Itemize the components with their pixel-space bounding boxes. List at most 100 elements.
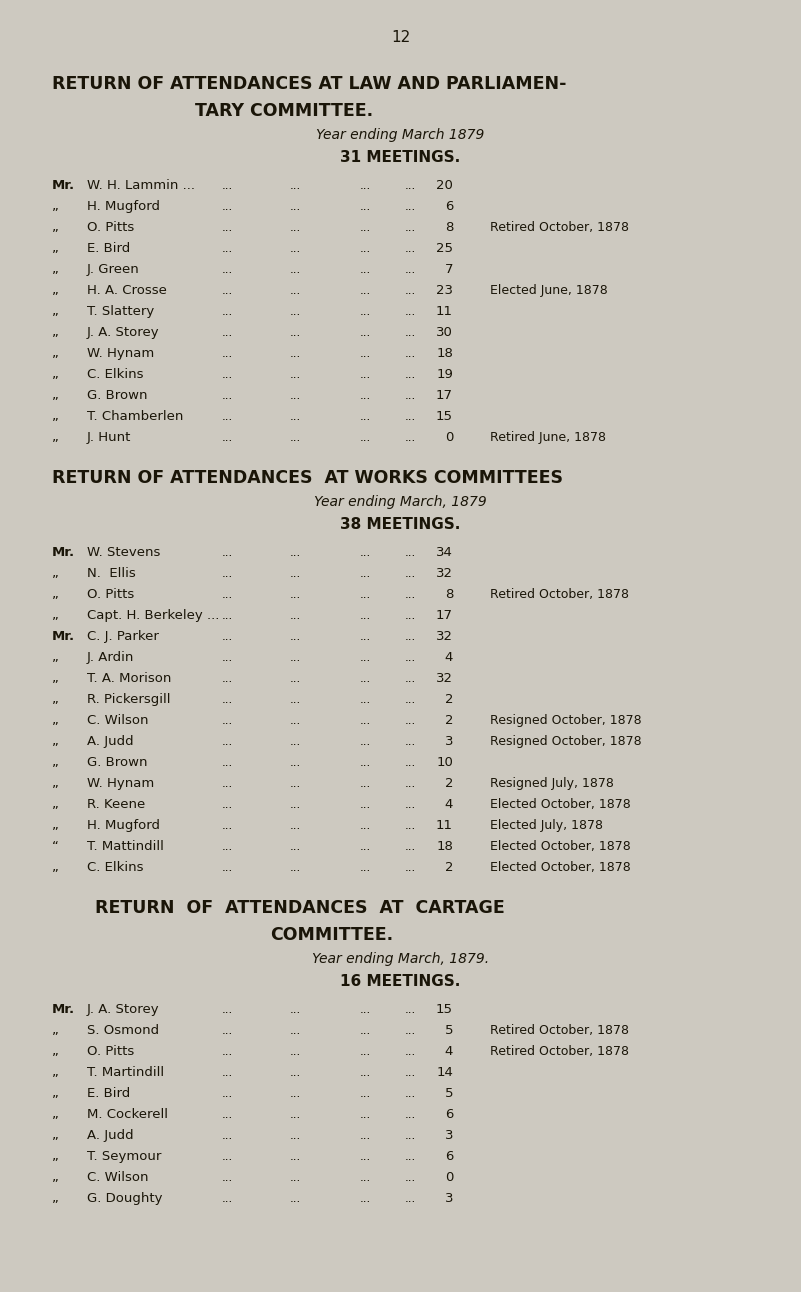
Text: 11: 11 [436, 819, 453, 832]
Text: ...: ... [405, 588, 417, 601]
Text: 16 MEETINGS.: 16 MEETINGS. [340, 974, 461, 988]
Text: 20: 20 [436, 180, 453, 193]
Text: „: „ [52, 1109, 59, 1121]
Text: ...: ... [405, 819, 417, 832]
Text: 25: 25 [436, 242, 453, 255]
Text: ...: ... [222, 284, 233, 297]
Text: 32: 32 [436, 630, 453, 643]
Text: ...: ... [405, 840, 417, 853]
Text: ...: ... [290, 547, 301, 559]
Text: 8: 8 [445, 588, 453, 601]
Text: ...: ... [222, 714, 233, 727]
Text: T. Slattery: T. Slattery [87, 305, 155, 318]
Text: ...: ... [222, 693, 233, 705]
Text: ...: ... [405, 264, 417, 276]
Text: 32: 32 [436, 567, 453, 580]
Text: ...: ... [222, 819, 233, 832]
Text: ...: ... [360, 1109, 371, 1121]
Text: 5: 5 [445, 1025, 453, 1037]
Text: R. Pickersgill: R. Pickersgill [87, 693, 171, 705]
Text: ...: ... [360, 432, 371, 444]
Text: ...: ... [360, 630, 371, 643]
Text: 11: 11 [436, 305, 453, 318]
Text: ...: ... [222, 735, 233, 748]
Text: „: „ [52, 1171, 59, 1183]
Text: ...: ... [290, 410, 301, 422]
Text: ...: ... [405, 1150, 417, 1163]
Text: 10: 10 [436, 756, 453, 769]
Text: 4: 4 [445, 798, 453, 811]
Text: ...: ... [360, 693, 371, 705]
Text: ...: ... [405, 1171, 417, 1183]
Text: H. Mugford: H. Mugford [87, 200, 160, 213]
Text: ...: ... [222, 567, 233, 580]
Text: ...: ... [405, 1025, 417, 1037]
Text: Mr.: Mr. [52, 547, 75, 559]
Text: W. Hynam: W. Hynam [87, 776, 155, 789]
Text: 34: 34 [436, 547, 453, 559]
Text: Elected July, 1878: Elected July, 1878 [490, 819, 603, 832]
Text: 7: 7 [445, 264, 453, 276]
Text: RETURN OF ATTENDANCES AT LAW AND PARLIAMEN-: RETURN OF ATTENDANCES AT LAW AND PARLIAM… [52, 75, 566, 93]
Text: „: „ [52, 672, 59, 685]
Text: ...: ... [405, 410, 417, 422]
Text: ...: ... [222, 630, 233, 643]
Text: ...: ... [290, 221, 301, 234]
Text: ...: ... [290, 693, 301, 705]
Text: ...: ... [405, 1129, 417, 1142]
Text: ...: ... [290, 609, 301, 621]
Text: ...: ... [290, 588, 301, 601]
Text: J. Hunt: J. Hunt [87, 432, 131, 444]
Text: ...: ... [222, 1129, 233, 1142]
Text: 15: 15 [436, 1003, 453, 1016]
Text: G. Doughty: G. Doughty [87, 1193, 163, 1205]
Text: Retired October, 1878: Retired October, 1878 [490, 588, 629, 601]
Text: Elected October, 1878: Elected October, 1878 [490, 840, 630, 853]
Text: C. Elkins: C. Elkins [87, 368, 143, 381]
Text: ...: ... [222, 588, 233, 601]
Text: ...: ... [360, 1025, 371, 1037]
Text: ...: ... [290, 840, 301, 853]
Text: C. Elkins: C. Elkins [87, 860, 143, 873]
Text: M. Cockerell: M. Cockerell [87, 1109, 168, 1121]
Text: „: „ [52, 389, 59, 402]
Text: ...: ... [222, 1066, 233, 1079]
Text: Year ending March 1879: Year ending March 1879 [316, 128, 485, 142]
Text: ...: ... [360, 714, 371, 727]
Text: 14: 14 [436, 1066, 453, 1079]
Text: C. J. Parker: C. J. Parker [87, 630, 159, 643]
Text: ...: ... [360, 348, 371, 360]
Text: „: „ [52, 567, 59, 580]
Text: ...: ... [290, 567, 301, 580]
Text: ...: ... [360, 798, 371, 811]
Text: „: „ [52, 242, 59, 255]
Text: ...: ... [360, 410, 371, 422]
Text: „: „ [52, 1087, 59, 1099]
Text: H. Mugford: H. Mugford [87, 819, 160, 832]
Text: ...: ... [405, 547, 417, 559]
Text: ...: ... [360, 651, 371, 664]
Text: 0: 0 [445, 432, 453, 444]
Text: “: “ [52, 840, 59, 853]
Text: „: „ [52, 348, 59, 360]
Text: T. A. Morison: T. A. Morison [87, 672, 171, 685]
Text: Retired October, 1878: Retired October, 1878 [490, 1045, 629, 1058]
Text: 5: 5 [445, 1087, 453, 1099]
Text: ...: ... [405, 1087, 417, 1099]
Text: Year ending March, 1879.: Year ending March, 1879. [312, 952, 489, 966]
Text: „: „ [52, 326, 59, 339]
Text: ...: ... [290, 860, 301, 873]
Text: ...: ... [360, 180, 371, 193]
Text: Resigned July, 1878: Resigned July, 1878 [490, 776, 614, 789]
Text: ...: ... [405, 1045, 417, 1058]
Text: ...: ... [360, 305, 371, 318]
Text: 4: 4 [445, 651, 453, 664]
Text: „: „ [52, 1045, 59, 1058]
Text: ...: ... [290, 284, 301, 297]
Text: ...: ... [222, 1171, 233, 1183]
Text: ...: ... [290, 672, 301, 685]
Text: Retired October, 1878: Retired October, 1878 [490, 1025, 629, 1037]
Text: ...: ... [290, 1193, 301, 1205]
Text: ...: ... [222, 798, 233, 811]
Text: Elected June, 1878: Elected June, 1878 [490, 284, 608, 297]
